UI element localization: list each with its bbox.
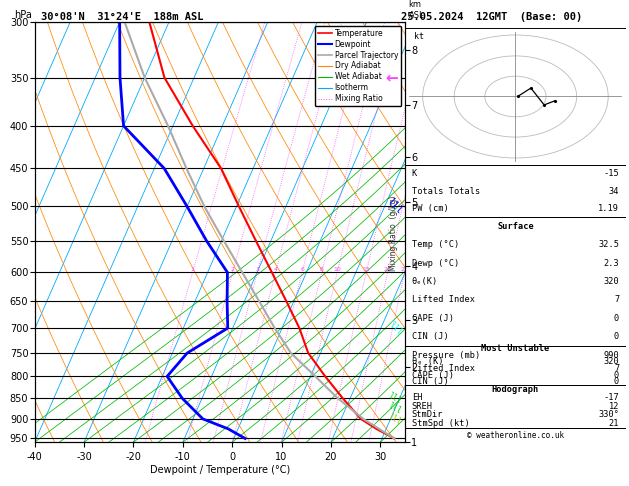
Text: CAPE (J): CAPE (J) (411, 313, 454, 323)
Text: 330°: 330° (598, 410, 619, 419)
Text: 1: 1 (191, 267, 194, 272)
Bar (405, 28, 626, 165)
Text: -15: -15 (603, 169, 619, 178)
Text: StmSpd (kt): StmSpd (kt) (411, 419, 469, 428)
Text: © weatheronline.co.uk: © weatheronline.co.uk (467, 431, 564, 440)
Text: 7: 7 (614, 295, 619, 304)
Text: 1.19: 1.19 (598, 204, 619, 213)
Text: SREH: SREH (411, 402, 433, 411)
Text: 21: 21 (609, 419, 619, 428)
Bar (405, 165, 626, 217)
Text: Surface: Surface (497, 222, 534, 231)
Text: Temp (°C): Temp (°C) (411, 240, 459, 249)
Text: -17: -17 (603, 393, 619, 402)
Text: 4: 4 (274, 267, 277, 272)
Text: Most Unstable: Most Unstable (481, 345, 550, 353)
Text: lll: lll (387, 320, 403, 337)
Text: Hodograph: Hodograph (492, 385, 539, 394)
Text: 2: 2 (231, 267, 235, 272)
Text: CIN (J): CIN (J) (411, 332, 448, 341)
Text: 6: 6 (300, 267, 304, 272)
Text: lll: lll (387, 412, 403, 426)
Text: kt: kt (414, 33, 424, 41)
Text: 0: 0 (614, 371, 619, 380)
Text: PW (cm): PW (cm) (411, 204, 448, 213)
Text: CAPE (J): CAPE (J) (411, 371, 454, 380)
Bar (405, 385, 626, 428)
Text: lll: lll (387, 401, 403, 416)
Text: hPa: hPa (14, 10, 32, 20)
Text: Mixing Ratio  (g/kg): Mixing Ratio (g/kg) (389, 195, 398, 271)
Text: CIN (J): CIN (J) (411, 377, 448, 386)
Text: km
ASL: km ASL (409, 0, 425, 20)
Bar (405, 217, 626, 346)
Text: StmDir: StmDir (411, 410, 443, 419)
Text: 0: 0 (614, 332, 619, 341)
Text: 320: 320 (603, 358, 619, 366)
Text: θₑ(K): θₑ(K) (411, 277, 438, 286)
Text: Totals Totals: Totals Totals (411, 187, 480, 195)
Text: lll: lll (385, 197, 405, 216)
Text: 990: 990 (603, 351, 619, 360)
Text: θₑ (K): θₑ (K) (411, 358, 443, 366)
Text: Lifted Index: Lifted Index (411, 295, 475, 304)
Text: 25.05.2024  12GMT  (Base: 00): 25.05.2024 12GMT (Base: 00) (401, 12, 582, 22)
X-axis label: Dewpoint / Temperature (°C): Dewpoint / Temperature (°C) (150, 465, 290, 475)
Text: K: K (411, 169, 417, 178)
Legend: Temperature, Dewpoint, Parcel Trajectory, Dry Adiabat, Wet Adiabat, Isotherm, Mi: Temperature, Dewpoint, Parcel Trajectory… (314, 26, 401, 106)
Text: 320: 320 (603, 277, 619, 286)
Text: 25: 25 (401, 267, 408, 272)
Text: EH: EH (411, 393, 422, 402)
Text: 0: 0 (614, 377, 619, 386)
Text: 8: 8 (320, 267, 323, 272)
Bar (405, 346, 626, 385)
Text: 30°08'N  31°24'E  188m ASL: 30°08'N 31°24'E 188m ASL (41, 12, 203, 22)
Text: 0: 0 (614, 313, 619, 323)
Bar (405, 346, 626, 428)
Text: 3: 3 (255, 267, 259, 272)
Text: ←: ← (385, 70, 398, 85)
Text: Dewp (°C): Dewp (°C) (411, 259, 459, 268)
Text: 10: 10 (333, 267, 341, 272)
Text: 32.5: 32.5 (598, 240, 619, 249)
Text: lll: lll (387, 391, 403, 406)
Text: 20: 20 (384, 267, 392, 272)
Text: 12: 12 (609, 402, 619, 411)
Text: 2.3: 2.3 (603, 259, 619, 268)
Text: Pressure (mb): Pressure (mb) (411, 351, 480, 360)
Text: 15: 15 (362, 267, 370, 272)
Text: Lifted Index: Lifted Index (411, 364, 475, 373)
Text: 34: 34 (609, 187, 619, 195)
Text: 7: 7 (614, 364, 619, 373)
